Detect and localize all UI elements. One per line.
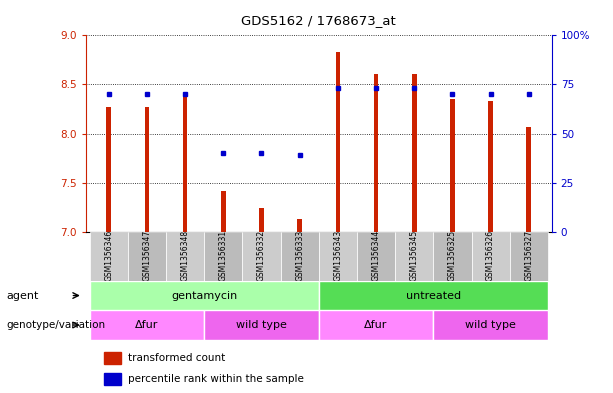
Bar xyxy=(335,52,340,232)
Text: GSM1356332: GSM1356332 xyxy=(257,230,266,281)
Bar xyxy=(527,127,531,232)
Bar xyxy=(89,310,204,340)
Bar xyxy=(166,232,204,281)
Bar xyxy=(281,232,319,281)
Text: genotype/variation: genotype/variation xyxy=(6,320,105,330)
Bar xyxy=(89,232,128,281)
Bar xyxy=(319,310,433,340)
Text: transformed count: transformed count xyxy=(128,353,225,363)
Text: GSM1356331: GSM1356331 xyxy=(219,230,228,281)
Bar xyxy=(107,107,111,232)
Text: untreated: untreated xyxy=(406,291,461,301)
Bar xyxy=(357,232,395,281)
Bar xyxy=(204,310,319,340)
Text: gentamycin: gentamycin xyxy=(171,291,237,301)
Bar xyxy=(471,232,509,281)
Text: GSM1356344: GSM1356344 xyxy=(371,230,381,281)
Text: GSM1356348: GSM1356348 xyxy=(181,230,189,281)
Text: GSM1356333: GSM1356333 xyxy=(295,230,304,281)
Text: GSM1356346: GSM1356346 xyxy=(104,230,113,281)
Text: Δfur: Δfur xyxy=(364,320,388,330)
Bar xyxy=(297,219,302,232)
Bar xyxy=(259,208,264,232)
Text: GSM1356347: GSM1356347 xyxy=(142,230,151,281)
Text: wild type: wild type xyxy=(465,320,516,330)
Text: GSM1356325: GSM1356325 xyxy=(448,230,457,281)
Bar xyxy=(433,232,471,281)
Bar xyxy=(489,101,493,232)
Bar xyxy=(319,281,548,310)
Bar xyxy=(509,232,548,281)
Bar xyxy=(395,232,433,281)
Text: GSM1356327: GSM1356327 xyxy=(524,230,533,281)
Bar xyxy=(221,191,226,232)
Bar xyxy=(128,232,166,281)
Bar xyxy=(450,99,455,232)
Text: Δfur: Δfur xyxy=(135,320,159,330)
Bar xyxy=(242,232,281,281)
Text: GSM1356343: GSM1356343 xyxy=(333,230,342,281)
Text: GSM1356326: GSM1356326 xyxy=(486,230,495,281)
Bar xyxy=(204,232,242,281)
Bar xyxy=(412,74,416,232)
Bar xyxy=(433,310,548,340)
Text: agent: agent xyxy=(6,290,39,301)
Text: GDS5162 / 1768673_at: GDS5162 / 1768673_at xyxy=(242,14,396,27)
Bar xyxy=(319,232,357,281)
Bar xyxy=(374,74,378,232)
Text: GSM1356345: GSM1356345 xyxy=(409,230,419,281)
Bar xyxy=(145,107,149,232)
Text: wild type: wild type xyxy=(236,320,287,330)
Bar xyxy=(183,96,188,232)
Bar xyxy=(104,373,121,385)
Bar xyxy=(104,352,121,364)
Text: percentile rank within the sample: percentile rank within the sample xyxy=(128,374,303,384)
Bar xyxy=(89,281,319,310)
